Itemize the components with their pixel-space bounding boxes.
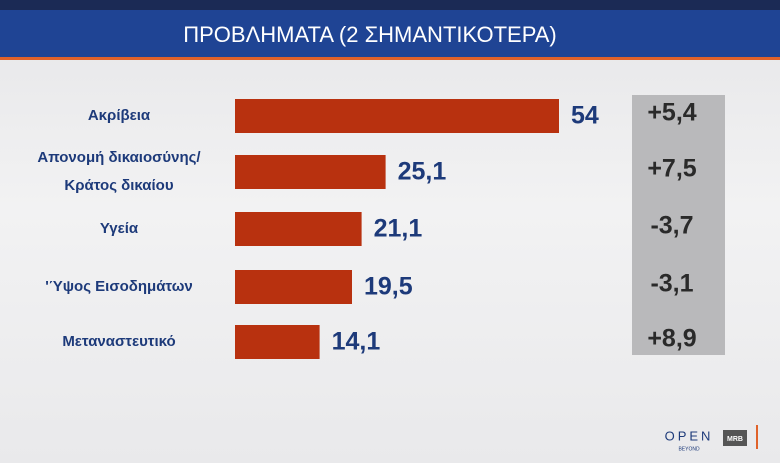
header: [0, 10, 780, 57]
value-label: 25,1: [398, 158, 447, 186]
category-label: Ακρίβεια: [87, 107, 151, 124]
bar: [235, 99, 559, 133]
pollster: MRB: [727, 436, 743, 443]
chart-title: ΠΡΟΒΛΗΜΑΤΑ (2 ΣΗΜΑΝΤΙΚΟΤΕΡΑ): [183, 22, 557, 47]
bar: [235, 212, 362, 246]
value-label: 14,1: [332, 328, 381, 356]
logo-sub: BEYOND: [678, 446, 700, 452]
header-top: [0, 0, 780, 10]
value-label: 19,5: [364, 273, 413, 301]
category-label: 'Ύψος Εισοδημάτων: [45, 278, 193, 295]
logo: OPEN: [665, 428, 714, 443]
category-label: Μεταναστευτικό: [62, 333, 176, 350]
change-panel: [632, 95, 725, 355]
change-label: -3,7: [650, 212, 693, 240]
bar: [235, 270, 352, 304]
change-label: +5,4: [647, 99, 696, 127]
footer-line: [756, 425, 758, 449]
header-line: [0, 57, 780, 60]
change-label: -3,1: [650, 270, 693, 298]
value-label: 54: [571, 102, 599, 130]
bar: [235, 325, 320, 359]
bar: [235, 155, 386, 189]
value-label: 21,1: [374, 215, 423, 243]
change-label: +7,5: [647, 155, 696, 183]
change-label: +8,9: [647, 325, 696, 353]
pollster-box: [723, 430, 747, 446]
category-label: Απονομή δικαιοσύνης/ Κράτος δικαίου: [37, 149, 201, 194]
category-label: Υγεία: [99, 220, 139, 237]
